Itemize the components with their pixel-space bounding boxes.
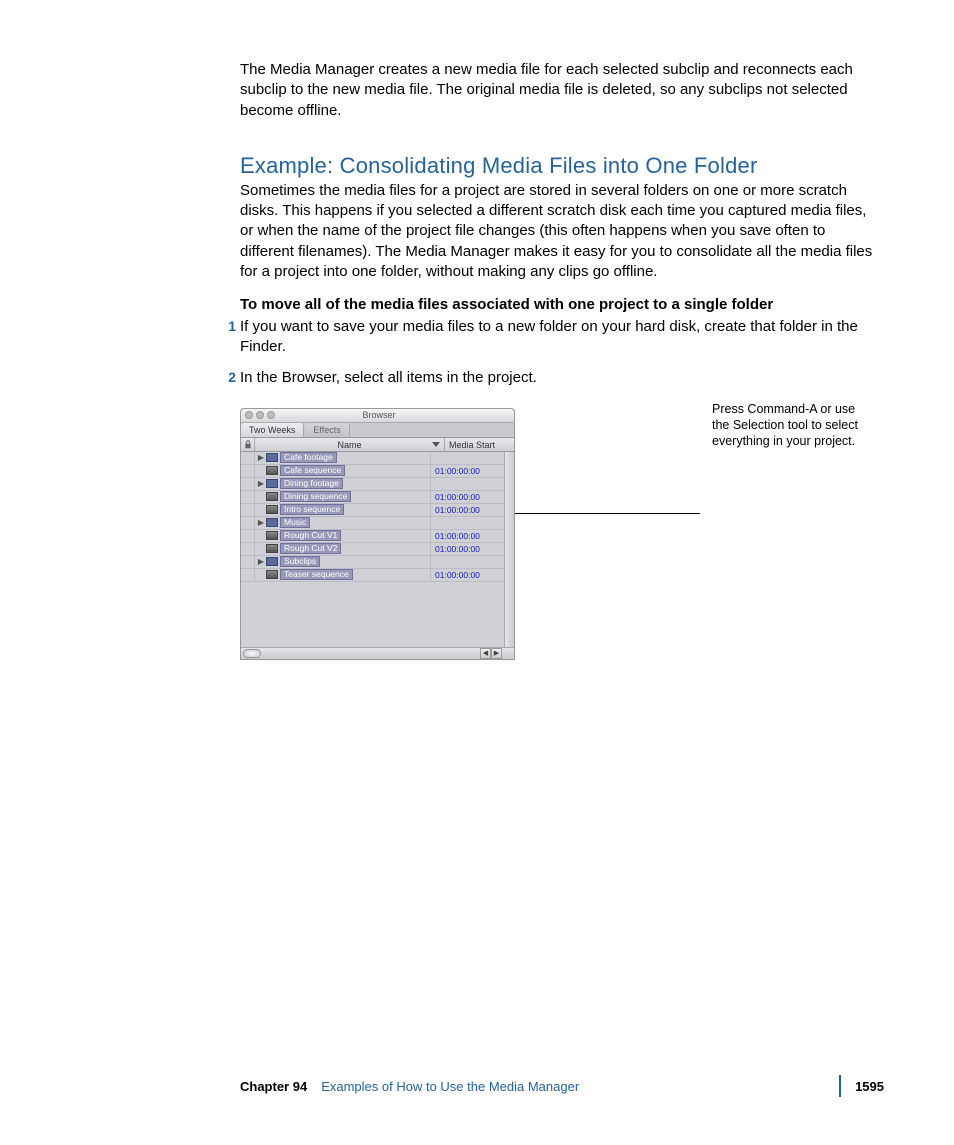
browser-rows: ▶ Cafe footage Cafe sequence 01:00:00:00 ▶ Di… <box>241 452 514 647</box>
page-content: The Media Manager creates a new media fi… <box>0 0 954 660</box>
name-column-label: Name <box>337 440 361 450</box>
name-cell[interactable]: ▶ Cafe footage <box>255 452 431 464</box>
lock-cell[interactable] <box>241 452 255 464</box>
figure-row: Browser Two Weeks Effects Name Media Sta… <box>240 408 874 660</box>
name-cell[interactable]: Dining sequence <box>255 491 431 503</box>
callout-leader-line <box>510 513 700 514</box>
window-title: Browser <box>248 410 510 420</box>
item-label: Cafe footage <box>280 452 337 463</box>
name-cell[interactable]: ▶ Dining footage <box>255 478 431 490</box>
tab-bar: Two Weeks Effects <box>241 423 514 438</box>
name-cell[interactable]: Intro sequence <box>255 504 431 516</box>
item-label: Cafe sequence <box>280 465 345 476</box>
sequence-icon <box>266 492 278 501</box>
disclosure-triangle-icon[interactable]: ▶ <box>256 557 266 566</box>
media-start-cell: 01:00:00:00 <box>431 570 514 580</box>
list-item[interactable]: Rough Cut V2 01:00:00:00 <box>241 543 514 556</box>
lock-cell[interactable] <box>241 504 255 516</box>
intro-paragraph: The Media Manager creates a new media fi… <box>240 60 874 121</box>
lock-cell[interactable] <box>241 543 255 555</box>
list-item[interactable]: ▶ Dining footage <box>241 478 514 491</box>
name-cell[interactable]: Rough Cut V1 <box>255 530 431 542</box>
lock-cell[interactable] <box>241 517 255 529</box>
scroll-right-icon[interactable]: ▶ <box>491 648 502 659</box>
sequence-icon <box>266 505 278 514</box>
tab-two-weeks[interactable]: Two Weeks <box>241 423 304 437</box>
lock-cell[interactable] <box>241 530 255 542</box>
lock-column-header[interactable] <box>241 438 255 451</box>
list-item[interactable]: Intro sequence 01:00:00:00 <box>241 504 514 517</box>
bin-icon <box>266 453 278 462</box>
list-item[interactable]: ▶ Subclips <box>241 556 514 569</box>
item-label: Dining sequence <box>280 491 351 502</box>
name-cell[interactable]: Rough Cut V2 <box>255 543 431 555</box>
task-subheading: To move all of the media files associate… <box>240 296 874 313</box>
step-text: If you want to save your media files to … <box>240 317 874 358</box>
section-heading: Example: Consolidating Media Files into … <box>240 153 874 179</box>
lock-cell[interactable] <box>241 569 255 581</box>
titlebar: Browser <box>241 409 514 423</box>
sequence-icon <box>266 570 278 579</box>
footer-title: Examples of How to Use the Media Manager <box>321 1079 579 1094</box>
list-item[interactable]: Cafe sequence 01:00:00:00 <box>241 465 514 478</box>
step-text: In the Browser, select all items in the … <box>240 368 537 388</box>
lock-cell[interactable] <box>241 491 255 503</box>
browser-window: Browser Two Weeks Effects Name Media Sta… <box>240 408 515 660</box>
name-cell[interactable]: ▶ Subclips <box>255 556 431 568</box>
name-cell[interactable]: ▶ Music <box>255 517 431 529</box>
footer-divider <box>839 1075 841 1097</box>
item-label: Dining footage <box>280 478 343 489</box>
bin-icon <box>266 557 278 566</box>
list-item[interactable]: ▶ Cafe footage <box>241 452 514 465</box>
callout-text: Press Command-A or use the Selection too… <box>712 401 862 450</box>
page-footer: Chapter 94 Examples of How to Use the Me… <box>240 1075 884 1097</box>
list-item[interactable]: Teaser sequence 01:00:00:00 <box>241 569 514 582</box>
bin-icon <box>266 479 278 488</box>
media-start-cell: 01:00:00:00 <box>431 544 514 554</box>
disclosure-triangle-icon[interactable]: ▶ <box>256 479 266 488</box>
lock-cell[interactable] <box>241 465 255 477</box>
horizontal-scrollbar[interactable]: ◀ ▶ <box>241 647 514 659</box>
list-item[interactable]: ▶ Music <box>241 517 514 530</box>
bin-icon <box>266 518 278 527</box>
scrollbar-thumb[interactable] <box>243 649 261 658</box>
item-label: Rough Cut V2 <box>280 543 341 554</box>
item-label: Teaser sequence <box>280 569 353 580</box>
column-headers: Name Media Start <box>241 438 514 452</box>
disclosure-triangle-icon[interactable]: ▶ <box>256 518 266 527</box>
media-start-cell: 01:00:00:00 <box>431 466 514 476</box>
sequence-icon <box>266 544 278 553</box>
step-2: 2 In the Browser, select all items in th… <box>240 368 874 388</box>
media-start-column-header[interactable]: Media Start <box>445 438 514 451</box>
item-label: Intro sequence <box>280 504 344 515</box>
step-number: 1 <box>216 317 236 334</box>
item-label: Subclips <box>280 556 320 567</box>
sequence-icon <box>266 466 278 475</box>
scroll-left-icon[interactable]: ◀ <box>480 648 491 659</box>
media-start-cell: 01:00:00:00 <box>431 505 514 515</box>
name-cell[interactable]: Cafe sequence <box>255 465 431 477</box>
lock-cell[interactable] <box>241 478 255 490</box>
tab-effects[interactable]: Effects <box>305 423 349 437</box>
item-label: Music <box>280 517 310 528</box>
lock-icon <box>244 440 252 449</box>
media-start-cell: 01:00:00:00 <box>431 531 514 541</box>
list-item[interactable]: Rough Cut V1 01:00:00:00 <box>241 530 514 543</box>
step-number: 2 <box>216 368 236 385</box>
footer-chapter: Chapter 94 <box>240 1079 307 1094</box>
name-column-header[interactable]: Name <box>255 438 445 451</box>
sort-indicator-icon <box>432 442 440 447</box>
media-start-cell: 01:00:00:00 <box>431 492 514 502</box>
list-item[interactable]: Dining sequence 01:00:00:00 <box>241 491 514 504</box>
item-label: Rough Cut V1 <box>280 530 341 541</box>
vertical-scrollbar[interactable] <box>504 452 514 647</box>
lock-cell[interactable] <box>241 556 255 568</box>
sequence-icon <box>266 531 278 540</box>
disclosure-triangle-icon[interactable]: ▶ <box>256 453 266 462</box>
step-1: 1 If you want to save your media files t… <box>240 317 874 358</box>
name-cell[interactable]: Teaser sequence <box>255 569 431 581</box>
callout: Press Command-A or use the Selection too… <box>515 408 862 514</box>
footer-page-number: 1595 <box>855 1079 884 1094</box>
body-paragraph: Sometimes the media files for a project … <box>240 181 874 282</box>
